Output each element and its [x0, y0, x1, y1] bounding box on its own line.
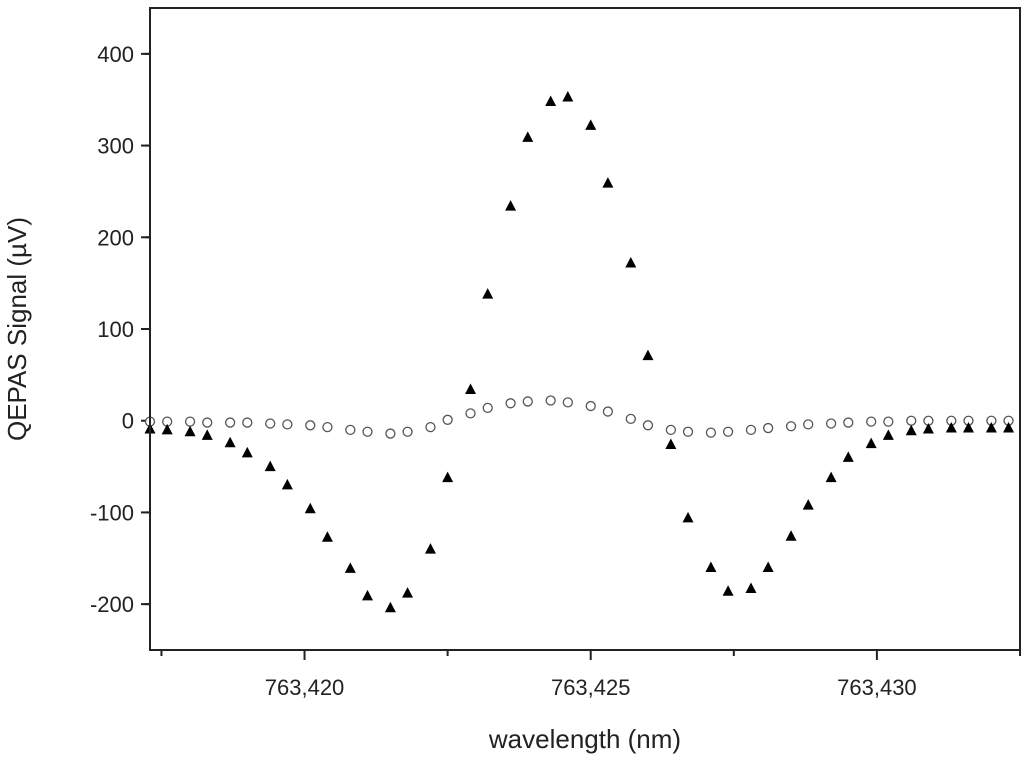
- triangle-point: [184, 425, 196, 437]
- open-circle-point: [665, 424, 677, 436]
- triangle-point: [424, 543, 436, 554]
- triangle-point: [945, 422, 957, 433]
- y-tick-label: 200: [97, 225, 134, 250]
- open-circle-point: [866, 416, 877, 427]
- series-open-circles: [144, 395, 1014, 439]
- y-axis: -200 -100 0 100 200 300 400: [90, 42, 150, 617]
- x-tick-label: 763,425: [551, 675, 631, 700]
- x-tick-label: 763,420: [265, 675, 345, 700]
- open-circle-point: [825, 418, 837, 429]
- open-circle-point: [642, 420, 654, 431]
- triangle-point: [825, 471, 837, 483]
- triangle-point: [465, 383, 477, 395]
- open-circle-point: [482, 402, 493, 414]
- triangle-point: [922, 422, 934, 434]
- triangle-point: [562, 90, 574, 102]
- triangle-point: [785, 530, 797, 541]
- y-tick-label: -100: [90, 500, 134, 525]
- triangle-point: [482, 288, 494, 299]
- triangle-point: [722, 585, 734, 596]
- open-circle-point: [625, 413, 636, 425]
- open-circle-point: [402, 426, 413, 437]
- open-circle-point: [682, 426, 694, 437]
- triangle-point: [962, 422, 974, 433]
- triangle-point: [745, 582, 757, 594]
- triangle-point: [625, 256, 637, 268]
- triangle-point: [522, 131, 534, 142]
- triangle-point: [642, 349, 654, 361]
- open-circle-point: [442, 414, 453, 425]
- open-circle-point: [843, 417, 854, 428]
- triangle-point: [985, 422, 997, 433]
- x-tick-label: 763,430: [837, 675, 917, 700]
- triangle-point: [602, 177, 614, 188]
- open-circle-point: [362, 426, 373, 437]
- open-circle-point: [545, 395, 556, 406]
- y-tick-label: 100: [97, 317, 134, 342]
- open-circle-point: [585, 400, 596, 412]
- y-tick-label: 300: [97, 134, 134, 159]
- triangle-point: [842, 451, 854, 462]
- open-circle-point: [883, 416, 894, 427]
- open-circle-point: [785, 421, 797, 432]
- triangle-point: [545, 95, 557, 107]
- triangle-point: [762, 561, 774, 572]
- triangle-point: [505, 200, 517, 211]
- triangle-point: [201, 429, 213, 440]
- triangle-point: [344, 562, 356, 573]
- open-circle-point: [562, 397, 573, 408]
- triangle-point: [304, 502, 316, 514]
- y-tick-label: -200: [90, 592, 134, 617]
- open-circle-point: [345, 424, 356, 436]
- triangle-point: [442, 471, 454, 483]
- open-circle-point: [522, 396, 533, 407]
- triangle-point: [882, 429, 894, 440]
- triangle-point: [384, 601, 396, 613]
- open-circle-point: [745, 424, 757, 436]
- open-circle-point: [505, 398, 516, 409]
- open-circle-point: [763, 422, 774, 434]
- triangle-point: [224, 436, 236, 448]
- triangle-point: [402, 587, 414, 598]
- y-tick-label: 0: [122, 409, 134, 434]
- series-filled-triangles: [144, 90, 1015, 613]
- x-axis-title: wavelength (nm): [488, 724, 681, 754]
- y-tick-label: 400: [97, 42, 134, 67]
- triangle-point: [585, 119, 597, 130]
- open-circle-point: [425, 421, 436, 433]
- triangle-point: [705, 561, 717, 572]
- open-circle-point: [282, 419, 293, 430]
- open-circle-point: [224, 417, 236, 428]
- open-circle-point: [385, 428, 396, 439]
- open-circle-point: [305, 420, 316, 431]
- open-circle-point: [906, 415, 917, 426]
- x-axis: 763,420 763,425 763,430: [160, 650, 1021, 700]
- open-circle-point: [242, 417, 253, 428]
- triangle-point: [682, 511, 694, 523]
- open-circle-point: [322, 421, 333, 433]
- triangle-point: [241, 446, 253, 458]
- triangle-point: [264, 460, 276, 472]
- open-circle-point: [202, 417, 213, 428]
- open-circle-point: [184, 416, 196, 427]
- open-circle-point: [722, 426, 734, 437]
- open-circle-point: [803, 419, 814, 430]
- open-circle-point: [602, 406, 614, 417]
- triangle-point: [1003, 422, 1015, 433]
- triangle-point: [161, 423, 173, 435]
- triangle-point: [865, 437, 877, 449]
- open-circle-point: [265, 418, 276, 429]
- triangle-point: [905, 424, 917, 436]
- open-circle-point: [465, 408, 476, 419]
- triangle-point: [802, 499, 814, 510]
- y-axis-title: QEPAS Signal (µV): [2, 217, 32, 441]
- triangle-point: [321, 531, 333, 542]
- plot-frame: [149, 7, 1021, 651]
- open-circle-point: [705, 427, 717, 438]
- triangle-point: [665, 438, 677, 450]
- triangle-point: [281, 478, 293, 490]
- triangle-point: [362, 589, 373, 601]
